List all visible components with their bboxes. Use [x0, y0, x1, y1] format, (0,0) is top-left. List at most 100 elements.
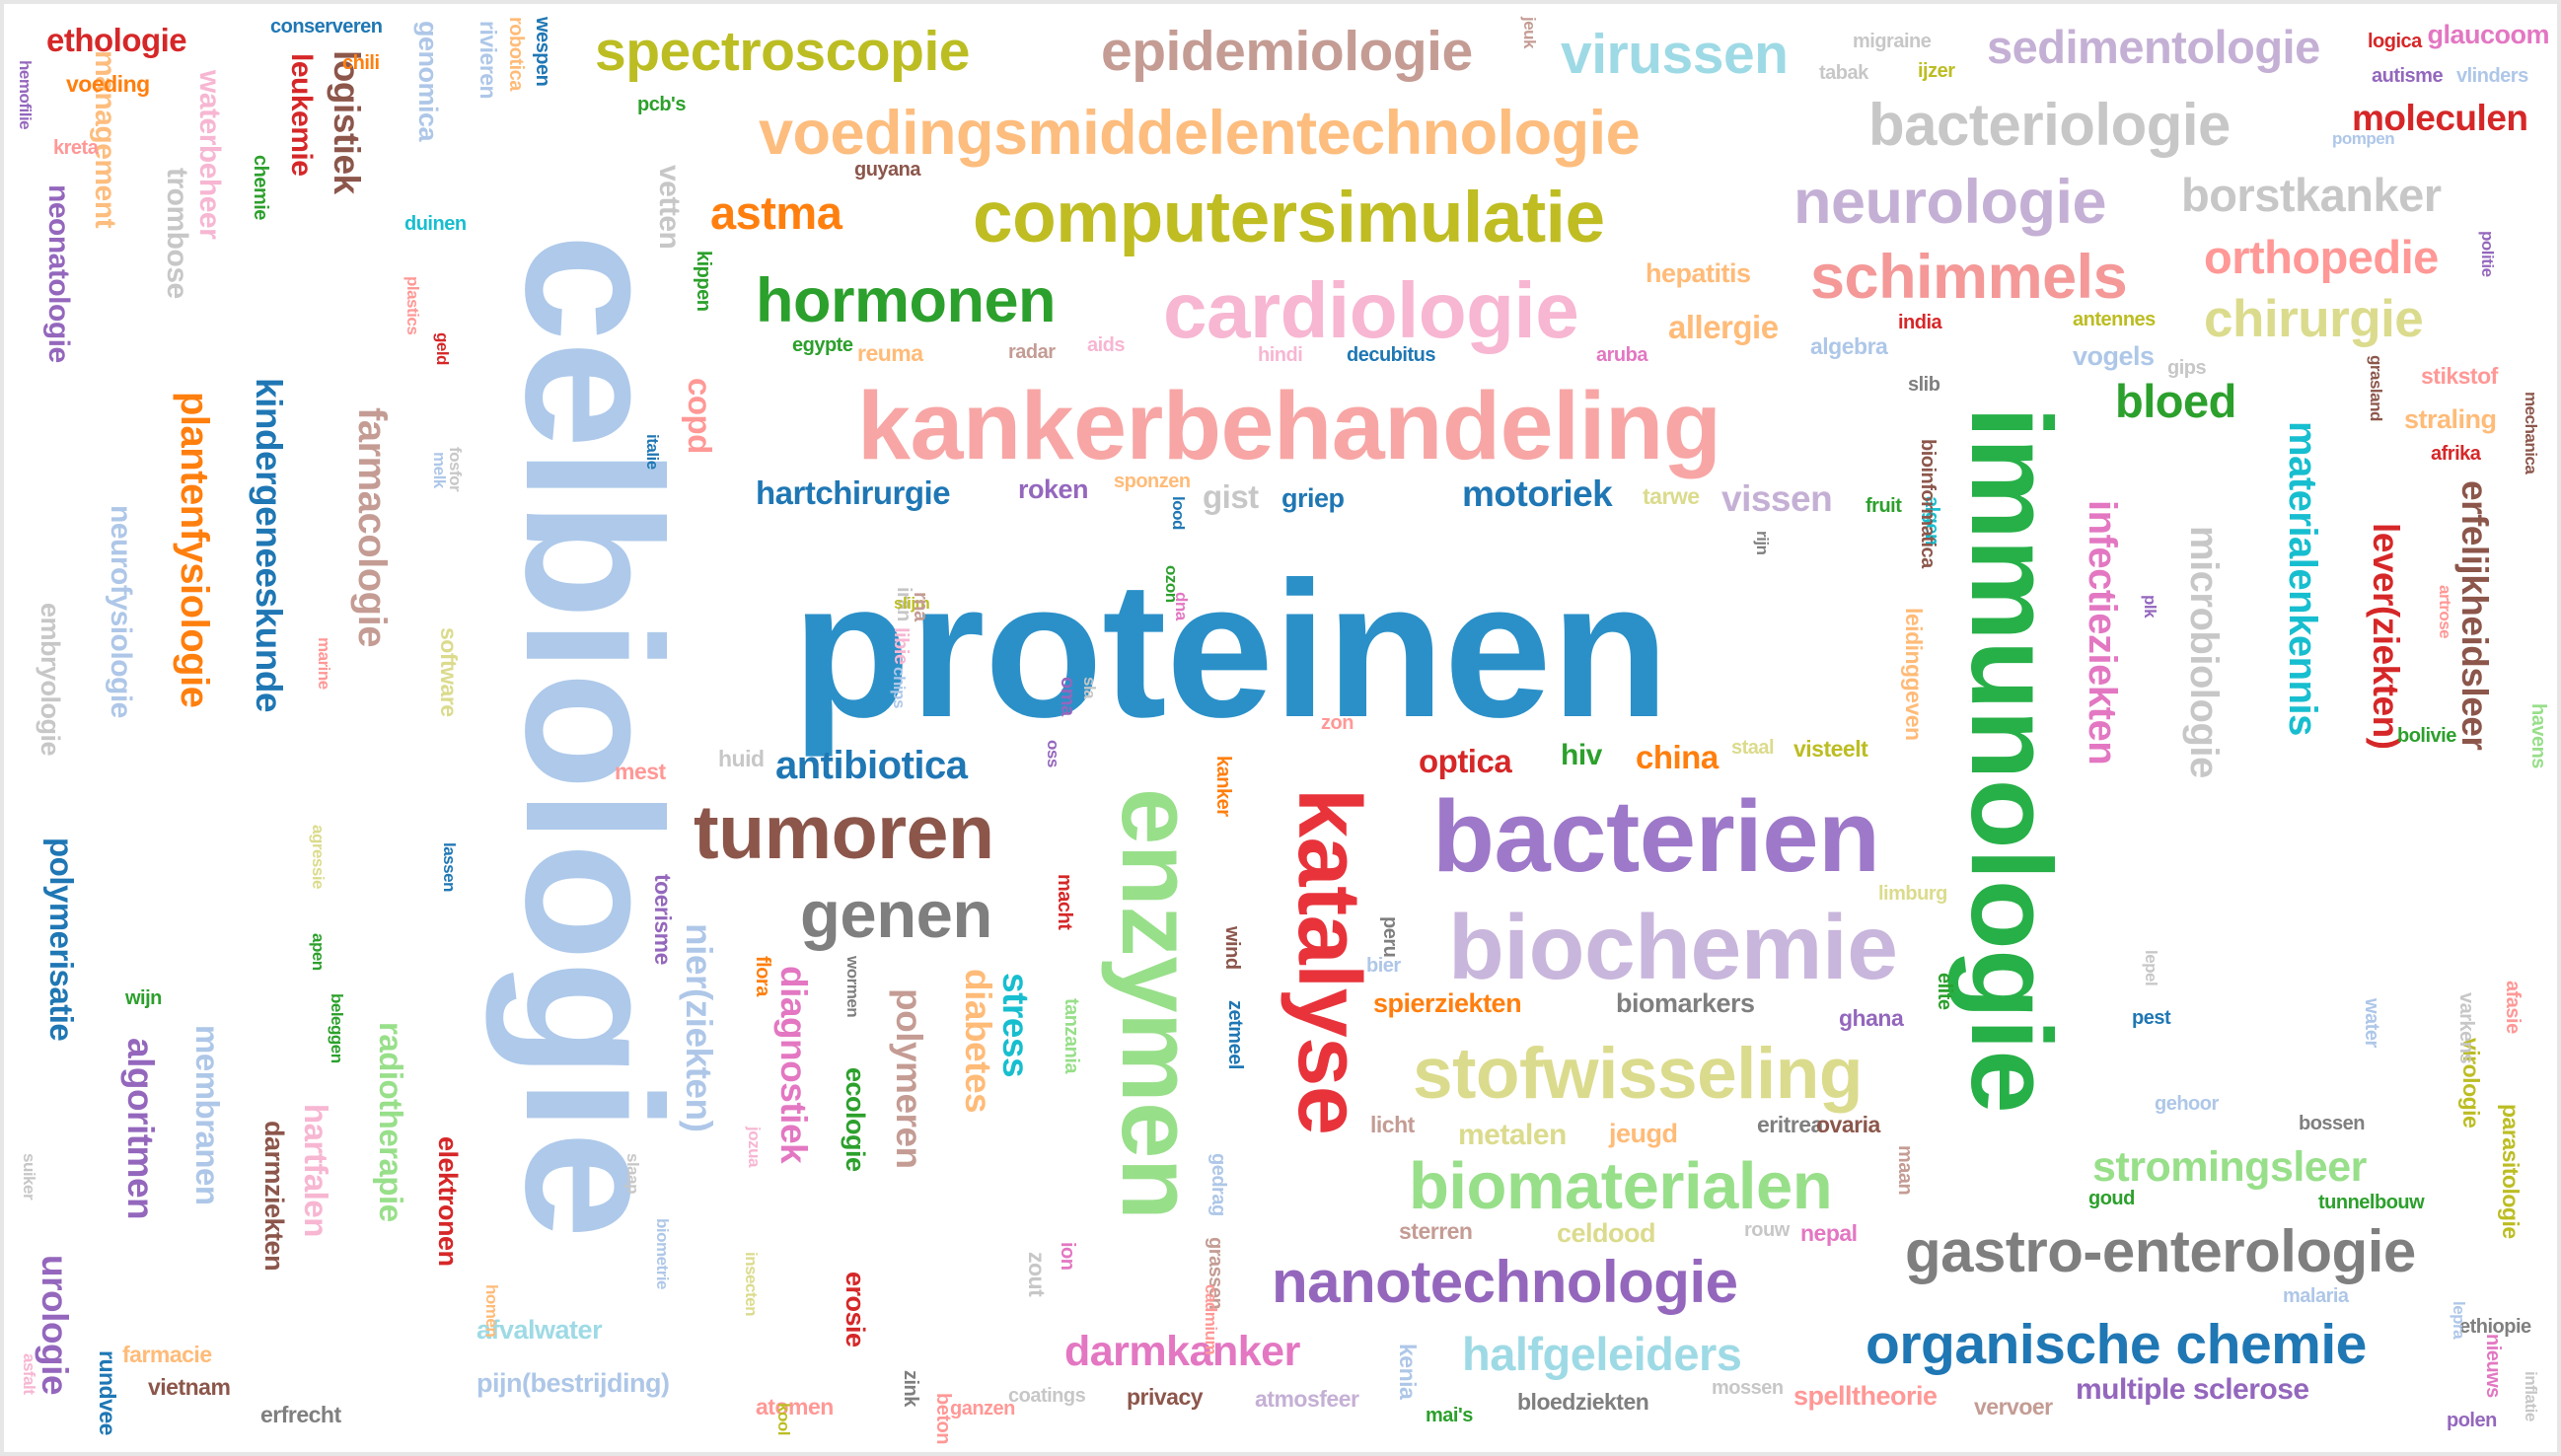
cloud-word: fosfor	[446, 447, 465, 492]
cloud-word: flora	[752, 956, 773, 996]
cloud-word: optica	[1419, 743, 1512, 779]
cloud-word: biomaterialen	[1409, 1149, 1833, 1223]
cloud-word: kreta	[53, 137, 99, 159]
cloud-word: nepal	[1800, 1220, 1858, 1246]
cloud-word: ethiopie	[2459, 1316, 2531, 1338]
cloud-word: leidinggeven	[1901, 608, 1927, 741]
cloud-word: bier	[1366, 955, 1401, 977]
cloud-word: tumoren	[694, 790, 994, 875]
cloud-word: plantenfysiologie	[173, 392, 216, 708]
cloud-word: homen	[482, 1284, 501, 1338]
cloud-word: reuma	[857, 340, 923, 366]
cloud-word: farmacologie	[350, 407, 394, 647]
cloud-word: erfrecht	[260, 1402, 341, 1427]
cloud-word: fruit	[1866, 495, 1902, 517]
cloud-word: kool	[774, 1403, 793, 1435]
cloud-word: beleggen	[328, 993, 346, 1063]
cloud-word: marine	[315, 637, 333, 690]
cloud-word: artrose	[2436, 585, 2454, 639]
cloud-word: motoriek	[1462, 473, 1613, 514]
cloud-word: dna	[1172, 592, 1191, 620]
cloud-word: gehoor	[2155, 1093, 2219, 1115]
cloud-word: chirurgie	[2204, 290, 2424, 348]
cloud-word: darmziekten	[259, 1121, 289, 1272]
cloud-word: zetmeel	[1224, 1000, 1246, 1069]
cloud-word: plk	[2141, 595, 2159, 619]
cloud-word: agressie	[309, 825, 328, 889]
cloud-word: waterbeheer	[193, 70, 226, 240]
cloud-word: stikstof	[2421, 363, 2498, 389]
cloud-word: hemofilie	[16, 60, 35, 130]
cloud-word: toerisme	[650, 874, 676, 965]
cloud-word: radar	[1008, 341, 1056, 363]
cloud-word: bioinformatica	[1917, 439, 1939, 568]
cloud-word: hepatitis	[1646, 258, 1751, 288]
cloud-word: zout	[1024, 1252, 1050, 1297]
cloud-word: bolivie	[2397, 725, 2456, 747]
cloud-word: membranen	[189, 1025, 226, 1205]
cloud-word: oma	[1057, 677, 1078, 716]
cloud-word: voedingsmiddelentechnologie	[759, 99, 1641, 168]
cloud-word: sterren	[1399, 1218, 1473, 1244]
cloud-word: hartchirurgie	[756, 474, 951, 511]
cloud-word: borstkanker	[2181, 169, 2442, 221]
cloud-word: hartfalen	[298, 1104, 334, 1237]
cloud-word: egypte	[792, 334, 853, 356]
cloud-word: griep	[1281, 483, 1345, 513]
cloud-word: decubitus	[1347, 344, 1435, 366]
cloud-word: malaria	[2283, 1285, 2349, 1307]
cloud-word: lepel	[2142, 950, 2160, 986]
cloud-word: vissen	[1721, 478, 1833, 519]
cloud-word: mechanica	[2522, 392, 2540, 474]
cloud-word: sedimentologie	[1987, 21, 2320, 73]
cloud-word: slijm	[894, 594, 930, 613]
cloud-word: polen	[2447, 1410, 2497, 1431]
cloud-word: diabetes	[958, 969, 998, 1114]
cloud-word: suiker	[20, 1153, 38, 1201]
cloud-word: ghana	[1839, 1005, 1904, 1031]
cloud-word: bloed	[2115, 375, 2236, 427]
cloud-word: straling	[2404, 404, 2497, 434]
cloud-word: bossen	[2299, 1113, 2366, 1134]
cloud-word: stress	[995, 973, 1036, 1078]
cloud-word: radiotherapie	[373, 1022, 409, 1222]
cloud-word: asfalt	[20, 1353, 38, 1395]
cloud-word: spierziekten	[1373, 988, 1522, 1018]
cloud-word: genomica	[413, 21, 443, 142]
cloud-word: jeugd	[1609, 1119, 1678, 1148]
cloud-word: wijn	[125, 987, 162, 1009]
cloud-word: gist	[1203, 478, 1259, 515]
cloud-word: parasitologie	[2498, 1104, 2524, 1239]
cloud-word: wind	[1221, 926, 1243, 970]
cloud-word: tarwe	[1643, 483, 1700, 509]
cloud-word: allergie	[1668, 309, 1779, 345]
cloud-word: rundvee	[95, 1350, 120, 1435]
cloud-word: tunnelbouw	[2318, 1192, 2425, 1213]
cloud-word: china	[1636, 739, 1719, 775]
cloud-word: nanotechnologie	[1272, 1249, 1738, 1315]
cloud-word: cardiologie	[1163, 266, 1579, 354]
cloud-word: nieuws	[2482, 1334, 2504, 1398]
cloud-word: slib	[1908, 374, 1940, 396]
cloud-word: sla	[1080, 677, 1099, 699]
cloud-word: orthopedie	[2204, 231, 2439, 283]
cloud-word: kindergeneeskunde	[249, 378, 289, 713]
cloud-word: licht	[1370, 1112, 1415, 1137]
cloud-word: leukemie	[285, 53, 318, 177]
cloud-word: spectroscopie	[595, 20, 970, 83]
cloud-word: politie	[2478, 231, 2497, 277]
cloud-word: duinen	[404, 213, 467, 235]
cloud-word: jeuk	[1520, 17, 1539, 49]
cloud-word: kenia	[1395, 1344, 1421, 1400]
cloud-word: immunologie	[1947, 406, 2076, 1114]
cloud-word: rna	[910, 592, 931, 621]
cloud-word: chili	[342, 52, 380, 74]
cloud-word: enzymen	[1101, 788, 1214, 1220]
cloud-word: vetten	[653, 165, 686, 250]
cloud-word: proteinen	[792, 542, 1669, 758]
cloud-word: limburg	[1878, 883, 1947, 905]
cloud-word: farmacie	[122, 1342, 212, 1367]
cloud-word: pompen	[2332, 129, 2395, 148]
cloud-word: kippen	[693, 251, 714, 312]
cloud-word: visteelt	[1793, 736, 1868, 762]
